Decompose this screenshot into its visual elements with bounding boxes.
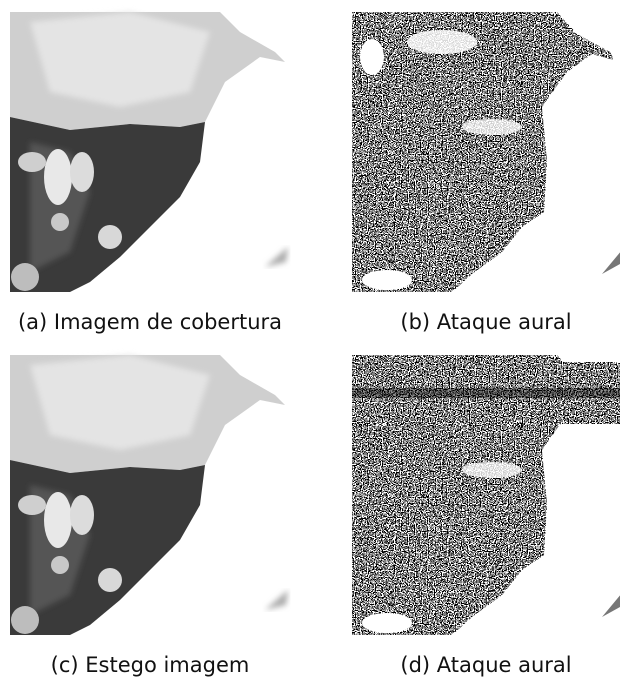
stego-image [10,355,290,635]
caption: (a) Imagem de cobertura [18,310,282,334]
figure: (a) Imagem de cobertura (b) Ataque aural… [0,0,620,679]
caption: (b) Ataque aural [400,310,571,334]
caption: (c) Estego imagem [51,653,250,677]
cover-image [10,12,290,292]
attack-image [352,355,620,635]
caption: (d) Ataque aural [400,653,571,677]
attack-image [352,12,620,292]
page: (a) Imagem de cobertura (b) Ataque aural… [0,0,620,679]
